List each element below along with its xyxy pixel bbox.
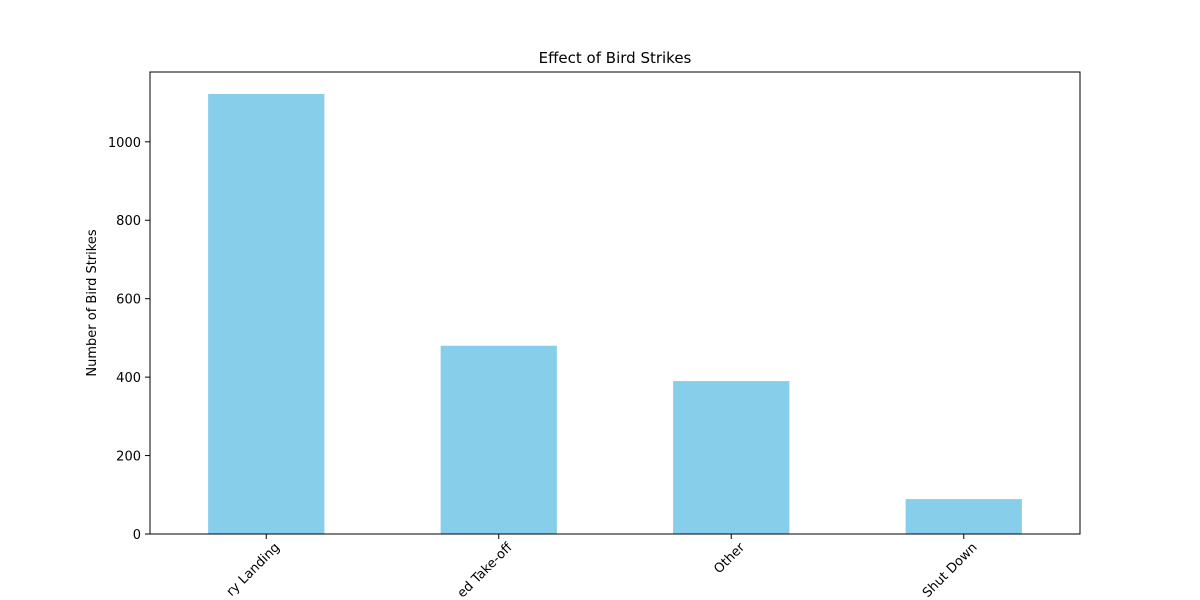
plot-frame — [149, 71, 1081, 535]
y-axis-label: Number of Bird Strikes — [85, 229, 100, 376]
bar — [905, 499, 1022, 534]
bar — [440, 345, 557, 534]
y-tick-label: 1000 — [108, 136, 141, 151]
chart-title: Effect of Bird Strikes — [539, 49, 692, 67]
y-tick-label: 400 — [116, 371, 141, 386]
y-tick-label: 0 — [133, 528, 141, 543]
y-tick-label: 600 — [116, 293, 141, 308]
bar — [673, 381, 790, 534]
y-tick-label: 800 — [116, 214, 141, 229]
y-tick-label: 200 — [116, 450, 141, 465]
bar — [208, 93, 325, 534]
